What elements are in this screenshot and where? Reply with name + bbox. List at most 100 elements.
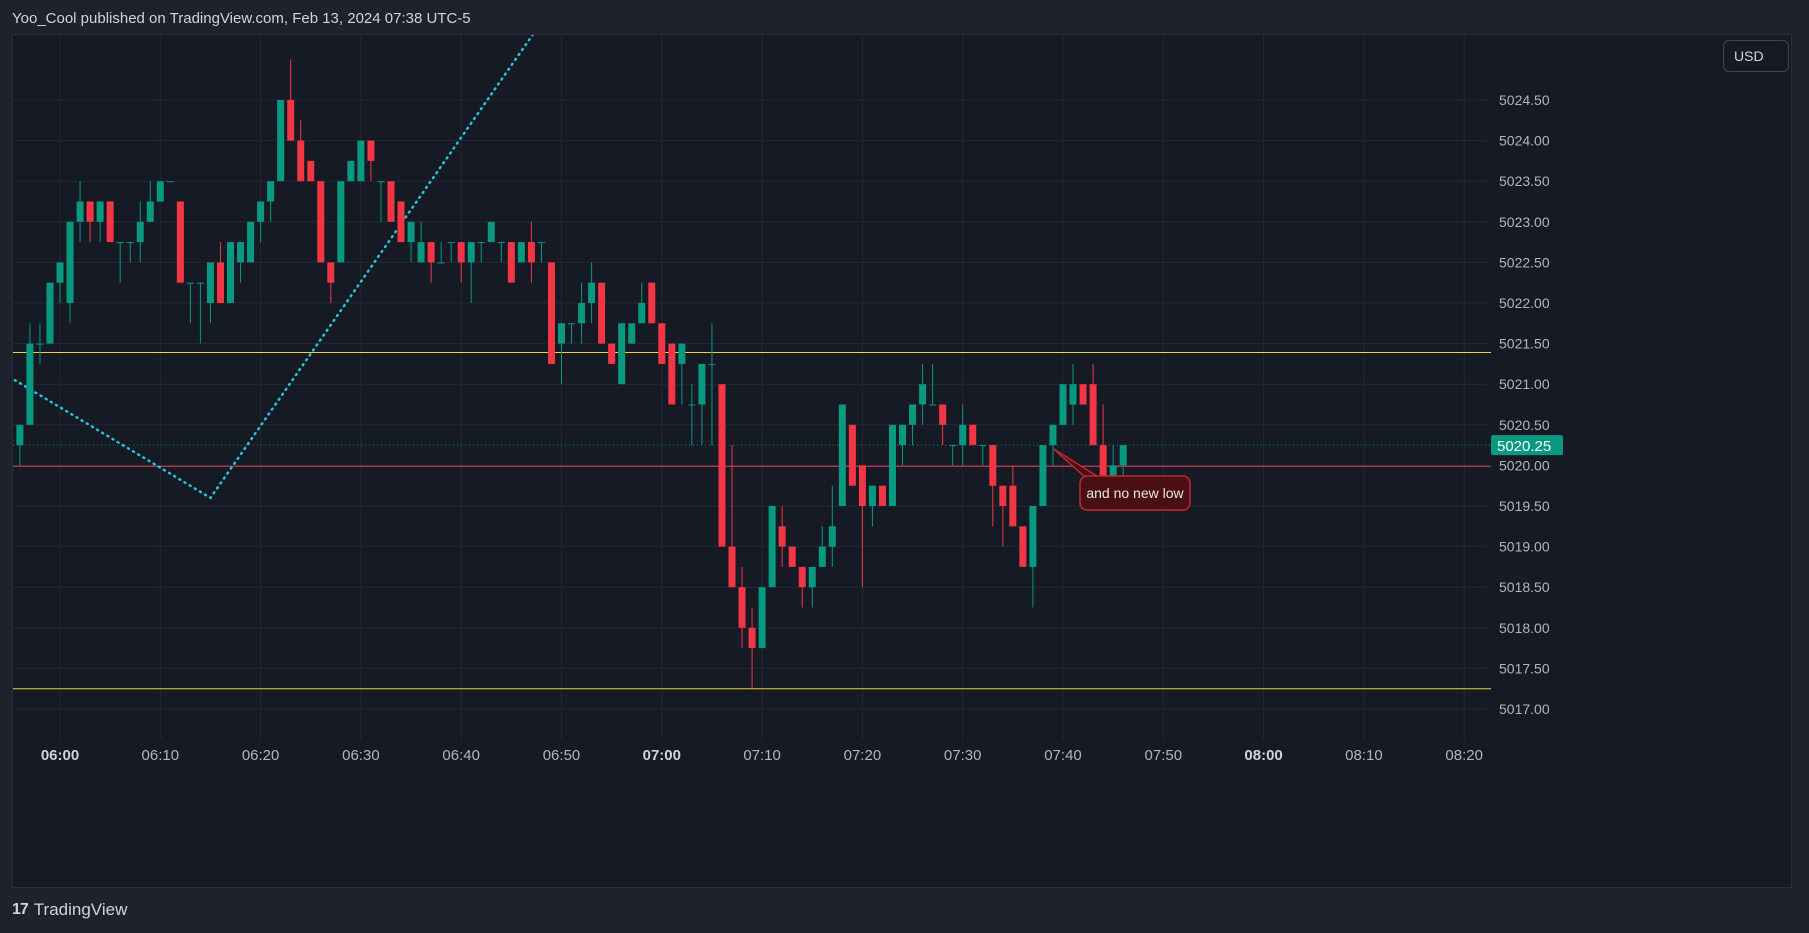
- x-tick-label: 07:20: [844, 747, 882, 764]
- y-tick-label: 5020.00: [1499, 457, 1550, 473]
- candle-up: [447, 242, 455, 244]
- candle-down: [748, 627, 756, 649]
- y-tick-label: 5020.50: [1499, 417, 1550, 433]
- candle-up: [227, 242, 235, 303]
- y-tick-label: 5018.00: [1499, 620, 1550, 636]
- candle-down: [1089, 384, 1097, 446]
- y-tick-label: 5022.50: [1499, 254, 1550, 270]
- candle-up: [708, 363, 716, 365]
- candle-down: [798, 566, 806, 588]
- candle-up: [979, 445, 987, 447]
- candle-up: [26, 343, 34, 425]
- candle-up: [146, 201, 154, 222]
- candle-down: [106, 201, 114, 243]
- candle-down: [367, 140, 375, 161]
- candle-up: [66, 221, 74, 303]
- candle-down: [658, 323, 666, 364]
- candle-up: [1119, 445, 1127, 466]
- candle-down: [216, 262, 224, 303]
- candle-up: [56, 262, 64, 283]
- candle-up: [347, 160, 355, 182]
- candle-down: [327, 262, 335, 283]
- candle-down: [507, 242, 515, 283]
- candle-up: [628, 323, 636, 344]
- y-tick-label: 5023.00: [1499, 214, 1550, 230]
- candle-up: [919, 384, 927, 405]
- candle-up: [638, 303, 646, 324]
- candle-down: [287, 100, 295, 141]
- candle-up: [537, 242, 545, 244]
- candle-down: [598, 282, 606, 344]
- candle-up: [377, 181, 385, 183]
- candle-up: [899, 424, 907, 446]
- currency-selector-button[interactable]: USD: [1723, 40, 1789, 72]
- x-tick-label: 07:10: [743, 747, 781, 764]
- candle-up: [578, 303, 586, 324]
- candle-up: [558, 323, 565, 344]
- candle-up: [688, 404, 696, 406]
- candle-up: [76, 201, 84, 222]
- candle-down: [778, 526, 786, 547]
- y-tick-label: 5017.00: [1499, 701, 1550, 717]
- candle-up: [1069, 384, 1077, 405]
- candle-up: [768, 506, 776, 588]
- x-tick-label: 08:00: [1244, 747, 1282, 764]
- candle-up: [929, 404, 937, 406]
- candle-down: [387, 181, 395, 222]
- x-tick-label: 06:50: [543, 747, 581, 764]
- candle-up: [267, 181, 275, 202]
- candle-up: [437, 262, 445, 264]
- y-tick-label: 5023.50: [1499, 173, 1550, 189]
- candle-up: [959, 424, 967, 446]
- callout-text: and no new low: [1086, 485, 1184, 501]
- candle-down: [317, 181, 325, 263]
- candle-up: [588, 282, 596, 303]
- x-tick-label: 08:20: [1445, 747, 1483, 764]
- candle-up: [16, 424, 24, 446]
- tradingview-brand-label: TradingView: [33, 900, 128, 919]
- callout-box: [1079, 475, 1191, 511]
- candle-down: [1079, 384, 1087, 405]
- candle-up: [678, 343, 686, 364]
- candle-down: [728, 546, 736, 588]
- candle-down: [969, 424, 977, 446]
- candle-up: [257, 201, 265, 222]
- y-tick-label: 5024.00: [1499, 133, 1550, 149]
- candle-down: [999, 485, 1007, 506]
- candle-up: [949, 445, 957, 447]
- callout-pointer: [1053, 448, 1103, 479]
- candle-up: [909, 404, 917, 425]
- candle-down: [457, 242, 465, 263]
- candlestick-chart[interactable]: 5024.50 5024.00 5023.50 5023.00 5022.50 5022.…: [13, 35, 1791, 887]
- tradingview-brand[interactable]: 17 TradingView: [12, 900, 127, 920]
- candle-up: [1039, 445, 1047, 506]
- candle-up: [46, 282, 54, 344]
- candle-up: [808, 566, 816, 588]
- candle-up: [818, 546, 826, 567]
- candle-up: [417, 242, 425, 263]
- x-tick-label: 06:40: [442, 747, 480, 764]
- candle-up: [96, 201, 104, 222]
- candle-down: [788, 546, 796, 567]
- tradingview-logo-icon: 17: [12, 901, 29, 918]
- candle-down: [427, 242, 435, 263]
- candle-down: [297, 140, 305, 182]
- x-tick-label: 07:50: [1145, 747, 1183, 764]
- candle-down: [668, 343, 676, 405]
- candle-up: [1049, 424, 1057, 446]
- candle-up: [206, 262, 214, 303]
- candle-down: [176, 201, 184, 283]
- candle-up: [36, 343, 44, 345]
- candle-down: [718, 384, 726, 547]
- candle-up: [888, 424, 896, 506]
- y-tick-label: 5017.50: [1499, 660, 1550, 676]
- y-tick-label: 5021.00: [1499, 376, 1550, 392]
- chart-panel[interactable]: 5024.50 5024.00 5023.50 5023.00 5022.50 5022.…: [12, 34, 1792, 888]
- x-tick-label: 08:10: [1345, 747, 1383, 764]
- candle-up: [166, 181, 174, 183]
- candle-up: [277, 100, 285, 182]
- candle-up: [618, 323, 626, 385]
- candle-up: [868, 485, 876, 506]
- candle-down: [989, 445, 997, 486]
- candle-up: [136, 221, 144, 243]
